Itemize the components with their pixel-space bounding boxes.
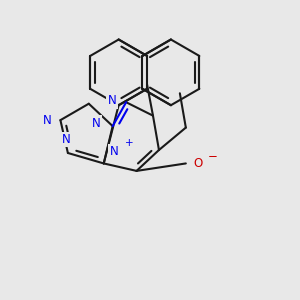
Text: N: N <box>62 133 71 146</box>
Text: N: N <box>107 94 116 107</box>
Text: O: O <box>194 157 203 170</box>
Text: N: N <box>110 145 118 158</box>
Text: N: N <box>43 114 51 127</box>
Text: +: + <box>125 138 134 148</box>
Text: N: N <box>92 117 100 130</box>
Text: −: − <box>208 150 218 164</box>
